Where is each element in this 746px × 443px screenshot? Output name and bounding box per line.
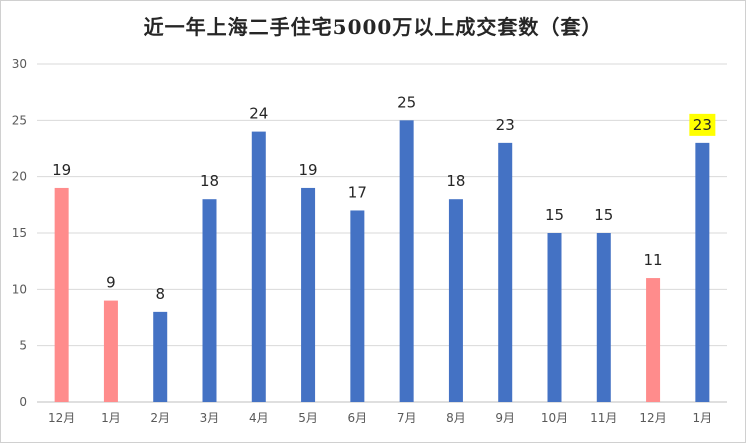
data-label: 17 [348,183,367,201]
data-label: 18 [200,172,219,190]
x-tick-label: 7月 [397,411,417,425]
bar [202,199,217,402]
y-tick-label: 15 [12,226,27,240]
x-tick-label: 3月 [200,411,220,425]
y-tick-label: 30 [12,57,27,71]
data-label: 19 [299,161,318,179]
x-tick-label: 1月 [693,411,713,425]
bar [103,300,118,402]
bar [448,199,463,402]
bar [695,142,710,402]
bar [596,233,611,402]
x-tick-label: 10月 [541,411,568,425]
x-tick-label: 5月 [298,411,318,425]
bar [646,278,661,402]
data-label: 8 [155,285,165,303]
x-tick-label: 6月 [348,411,368,425]
data-label: 19 [52,161,71,179]
data-label: 11 [644,251,663,269]
data-label: 9 [106,274,116,292]
x-tick-label: 12月 [639,411,666,425]
x-tick-label: 11月 [590,411,617,425]
y-tick-label: 10 [12,282,27,296]
chart-title: 近一年上海二手住宅5000万以上成交套数（套） [143,15,603,39]
data-label: 25 [397,93,416,111]
data-label: 15 [594,206,613,224]
bar [301,187,316,402]
bar [498,142,513,402]
bar [399,120,414,402]
bar [350,210,365,402]
data-label: 23 [496,116,515,134]
bar [153,311,168,402]
y-tick-label: 25 [12,113,27,127]
y-tick-label: 0 [19,395,27,409]
y-tick-label: 5 [19,339,27,353]
y-tick-label: 20 [12,170,27,184]
data-label: 24 [249,105,268,123]
bar [251,131,266,402]
bar [54,187,69,402]
data-label: 15 [545,206,564,224]
data-label: 23 [693,116,712,134]
x-tick-label: 12月 [48,411,75,425]
data-label-highlight [689,113,716,136]
x-tick-label: 1月 [101,411,121,425]
bar [547,233,562,402]
x-tick-label: 2月 [150,411,170,425]
x-tick-label: 8月 [446,411,466,425]
data-label: 18 [446,172,465,190]
x-tick-label: 4月 [249,411,269,425]
x-tick-label: 9月 [495,411,515,425]
